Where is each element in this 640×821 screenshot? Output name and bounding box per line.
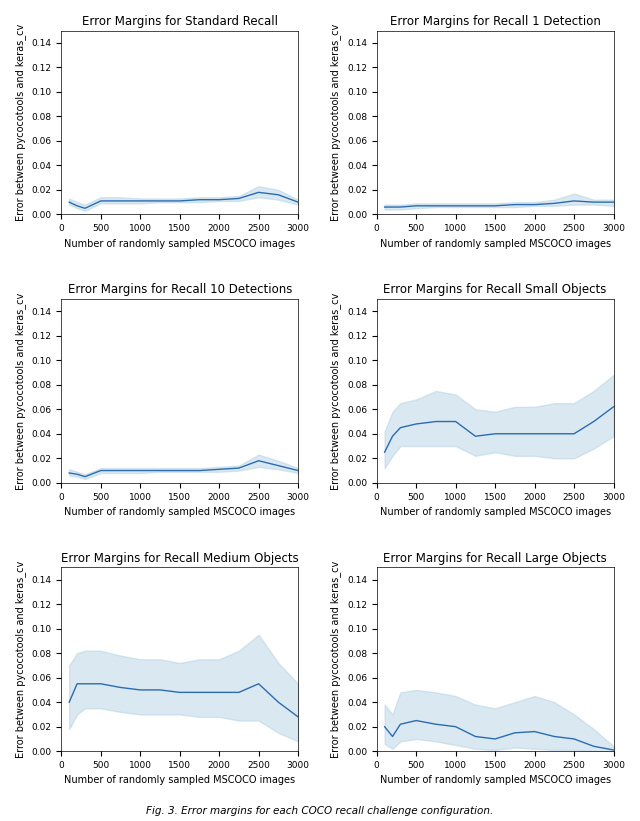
- Y-axis label: Error between pycocotools and keras_cv: Error between pycocotools and keras_cv: [15, 24, 26, 221]
- Title: Error Margins for Recall 1 Detection: Error Margins for Recall 1 Detection: [390, 15, 600, 28]
- Title: Error Margins for Recall Large Objects: Error Margins for Recall Large Objects: [383, 552, 607, 565]
- Y-axis label: Error between pycocotools and keras_cv: Error between pycocotools and keras_cv: [15, 292, 26, 489]
- Title: Error Margins for Standard Recall: Error Margins for Standard Recall: [82, 15, 278, 28]
- Y-axis label: Error between pycocotools and keras_cv: Error between pycocotools and keras_cv: [330, 24, 341, 221]
- Title: Error Margins for Recall Small Objects: Error Margins for Recall Small Objects: [383, 283, 607, 296]
- Y-axis label: Error between pycocotools and keras_cv: Error between pycocotools and keras_cv: [15, 561, 26, 758]
- Y-axis label: Error between pycocotools and keras_cv: Error between pycocotools and keras_cv: [330, 292, 341, 489]
- X-axis label: Number of randomly sampled MSCOCO images: Number of randomly sampled MSCOCO images: [64, 776, 295, 786]
- X-axis label: Number of randomly sampled MSCOCO images: Number of randomly sampled MSCOCO images: [380, 239, 611, 249]
- X-axis label: Number of randomly sampled MSCOCO images: Number of randomly sampled MSCOCO images: [380, 776, 611, 786]
- Text: Fig. 3. Error margins for each COCO recall challenge configuration.: Fig. 3. Error margins for each COCO reca…: [147, 806, 493, 816]
- Title: Error Margins for Recall Medium Objects: Error Margins for Recall Medium Objects: [61, 552, 299, 565]
- Y-axis label: Error between pycocotools and keras_cv: Error between pycocotools and keras_cv: [330, 561, 341, 758]
- X-axis label: Number of randomly sampled MSCOCO images: Number of randomly sampled MSCOCO images: [64, 507, 295, 517]
- X-axis label: Number of randomly sampled MSCOCO images: Number of randomly sampled MSCOCO images: [64, 239, 295, 249]
- X-axis label: Number of randomly sampled MSCOCO images: Number of randomly sampled MSCOCO images: [380, 507, 611, 517]
- Title: Error Margins for Recall 10 Detections: Error Margins for Recall 10 Detections: [67, 283, 292, 296]
